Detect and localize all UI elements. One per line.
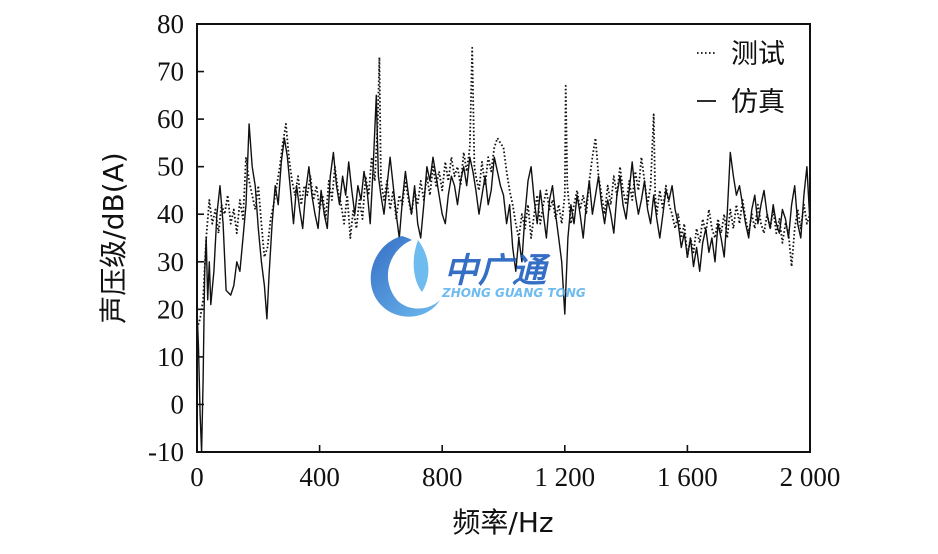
y-tick-label: 70 [157, 57, 184, 87]
x-tick-label: 400 [299, 462, 340, 492]
y-tick-label: 80 [157, 9, 184, 39]
plot-frame [196, 23, 811, 453]
y-tick-label: 10 [157, 342, 184, 372]
watermark-brand-en: ZHONG GUANG TONG [441, 286, 586, 300]
x-tick-label: 2 000 [780, 462, 841, 492]
watermark-logo: 中广通 ZHONG GUANG TONG [370, 236, 586, 317]
x-tick-label: 1 200 [534, 462, 595, 492]
x-tick-label: 800 [422, 462, 463, 492]
y-tick-label: 60 [157, 104, 184, 134]
y-axis: -10 0 10 20 30 40 50 60 70 80 [148, 9, 204, 467]
y-tick-label: -10 [148, 437, 184, 467]
y-tick-label: 30 [157, 247, 184, 277]
legend: 测试 仿真 [697, 39, 785, 118]
watermark-drop-icon [413, 240, 429, 292]
x-tick-label: 0 [190, 462, 204, 492]
x-axis: 0 400 800 1 200 1 600 2 000 [190, 445, 840, 492]
y-tick-label: 40 [157, 199, 184, 229]
watermark-swirl-icon [370, 236, 440, 317]
y-tick-label: 20 [157, 294, 184, 324]
series-layer [197, 46, 810, 452]
legend-label-sim: 仿真 [731, 87, 785, 118]
series-line-sim [197, 94, 810, 452]
y-axis-title: 声压级/dB(A) [97, 152, 130, 323]
watermark-brand-cn: 中广通 [444, 251, 551, 291]
x-axis-title: 频率/Hz [452, 506, 553, 539]
y-tick-label: 50 [157, 152, 184, 182]
x-tick-label: 1 600 [657, 462, 718, 492]
y-tick-label: 0 [171, 389, 185, 419]
legend-label-test: 测试 [731, 39, 785, 70]
